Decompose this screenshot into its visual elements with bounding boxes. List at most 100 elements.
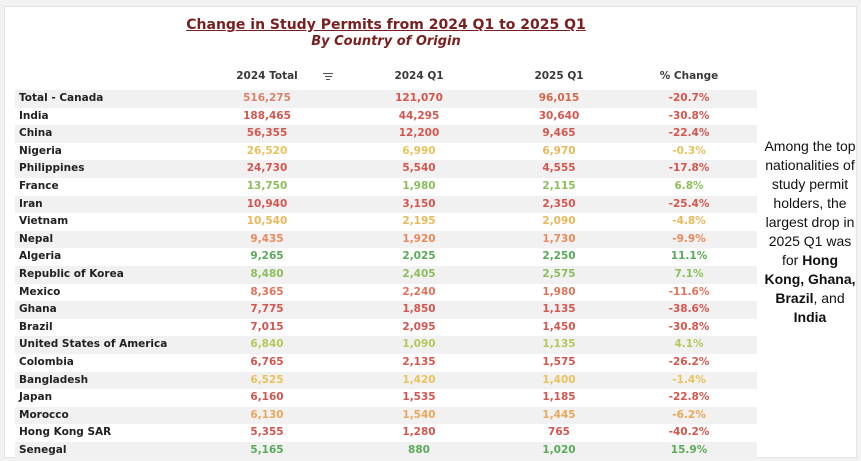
- note-connector: , and: [813, 290, 845, 306]
- q1-2024-cell: 5,540: [402, 162, 436, 175]
- table-row: Bangladesh 6,525 1,420 1,400 -1.4%: [15, 371, 757, 390]
- table-row: Iran 10,940 3,150 2,350 -25.4%: [15, 195, 757, 214]
- q1-2025-cell: 2,250: [542, 250, 576, 263]
- pct-change-cell: -22.8%: [668, 391, 710, 404]
- country-cell: Iran: [19, 197, 43, 210]
- table-row: Ghana 7,775 1,850 1,135 -38.6%: [15, 301, 757, 319]
- table-row: Nepal 9,435 1,920 1,730 -9.9%: [15, 230, 757, 249]
- q1-2025-cell: 30,640: [538, 109, 580, 122]
- q1-2024-cell: 1,280: [402, 426, 436, 439]
- q1-2024-cell: 121,070: [395, 92, 443, 104]
- table-row: Colombia 6,765 2,135 1,575 -26.2%: [15, 353, 757, 372]
- table-header: 2024 Total 2024 Q1 2025 Q1 % Change: [15, 62, 757, 90]
- country-cell: China: [19, 127, 53, 140]
- table-row: Total - Canada 516,275 121,070 96,015 -20.7%: [15, 90, 757, 108]
- pct-change-cell: 4.1%: [674, 338, 704, 351]
- note-highlight-2: India: [793, 309, 827, 325]
- table-row: France 13,750 1,980 2,115 6.8%: [15, 177, 757, 196]
- table-row: Mexico 8,365 2,240 1,980 -11.6%: [15, 283, 757, 302]
- q1-2025-cell: 1,730: [542, 232, 576, 245]
- country-cell: Republic of Korea: [19, 267, 124, 280]
- q1-2024-cell: 2,095: [402, 320, 436, 333]
- chart-card: Change in Study Permits from 2024 Q1 to …: [4, 6, 859, 460]
- q1-2025-cell: 9,465: [542, 127, 576, 140]
- q1-2025-cell: 4,555: [542, 162, 576, 175]
- note-highlight-1: Hong Kong, Ghana, Brazil: [764, 252, 856, 306]
- q1-2025-cell: 1,980: [542, 285, 576, 298]
- total-2024-cell: 7,015: [250, 320, 284, 333]
- pct-change-cell: -6.2%: [672, 408, 706, 421]
- q1-2024-cell: 6,990: [402, 144, 436, 157]
- total-2024-cell: 6,130: [250, 408, 284, 421]
- pct-change-cell: -20.7%: [668, 92, 710, 104]
- q1-2025-cell: 1,400: [542, 373, 576, 386]
- chart-title: Change in Study Permits from 2024 Q1 to …: [186, 17, 586, 33]
- q1-2024-cell: 1,420: [402, 373, 436, 386]
- total-2024-cell: 24,730: [246, 162, 288, 175]
- annotation-note: Among the top nationalities of study per…: [761, 137, 859, 327]
- country-cell: Nepal: [19, 232, 54, 245]
- total-2024-cell: 7,775: [250, 303, 284, 316]
- col-header-2025-q1: 2025 Q1: [534, 70, 584, 82]
- total-2024-cell: 13,750: [246, 179, 288, 192]
- country-cell: Vietnam: [19, 215, 69, 228]
- pct-change-cell: -0.3%: [672, 144, 706, 157]
- q1-2024-cell: 2,025: [402, 250, 436, 263]
- q1-2024-cell: 1,535: [402, 391, 436, 404]
- country-cell: Nigeria: [19, 144, 62, 157]
- total-2024-cell: 26,520: [246, 144, 288, 157]
- total-2024-cell: 6,525: [250, 373, 284, 386]
- total-2024-cell: 6,765: [250, 355, 284, 368]
- col-header-2024-total[interactable]: 2024 Total: [236, 70, 298, 82]
- total-2024-cell: 6,840: [250, 338, 284, 351]
- total-2024-cell: 8,480: [250, 267, 284, 280]
- total-2024-cell: 5,165: [250, 443, 284, 456]
- total-2024-cell: 10,540: [246, 215, 288, 228]
- q1-2025-cell: 1,450: [542, 320, 576, 333]
- q1-2024-cell: 1,540: [402, 408, 436, 421]
- q1-2024-cell: 2,195: [402, 215, 436, 228]
- q1-2024-cell: 3,150: [402, 197, 436, 210]
- pct-change-cell: 7.1%: [674, 267, 704, 280]
- pct-change-cell: -30.8%: [668, 109, 710, 122]
- pct-change-cell: -1.4%: [672, 373, 706, 386]
- q1-2025-cell: 1,135: [542, 338, 576, 351]
- q1-2025-cell: 2,350: [542, 197, 576, 210]
- country-cell: Algeria: [19, 250, 62, 263]
- total-2024-cell: 9,435: [250, 232, 284, 245]
- country-cell: Mexico: [19, 285, 61, 298]
- q1-2025-cell: 96,015: [538, 92, 580, 104]
- table-row: Vietnam 10,540 2,195 2,090 -4.8%: [15, 213, 757, 231]
- country-cell: Hong Kong SAR: [19, 426, 112, 439]
- pct-change-cell: -38.6%: [668, 303, 710, 316]
- table-row: Japan 6,160 1,535 1,185 -22.8%: [15, 389, 757, 407]
- total-2024-cell: 56,355: [246, 127, 288, 140]
- q1-2025-cell: 2,575: [542, 267, 576, 280]
- table-row: Republic of Korea 8,480 2,405 2,575 7.1%: [15, 265, 757, 284]
- pct-change-cell: -22.4%: [668, 127, 710, 140]
- table-row: Hong Kong SAR 5,355 1,280 765 -40.2%: [15, 424, 757, 442]
- q1-2025-cell: 1,020: [542, 443, 576, 456]
- table-row: Algeria 9,265 2,025 2,250 11.1%: [15, 248, 757, 266]
- country-cell: United States of America: [19, 338, 168, 351]
- table-row: Senegal 5,165 880 1,020 15.9%: [15, 441, 757, 460]
- country-cell: Senegal: [19, 443, 67, 456]
- table-row: Morocco 6,130 1,540 1,445 -6.2%: [15, 406, 757, 425]
- pct-change-cell: 11.1%: [670, 250, 708, 263]
- country-cell: Brazil: [19, 320, 53, 333]
- q1-2024-cell: 2,135: [402, 355, 436, 368]
- country-cell: Philippines: [19, 162, 85, 175]
- data-table: 2024 Total 2024 Q1 2025 Q1 % Change Tota…: [15, 62, 757, 460]
- table-row: Nigeria 26,520 6,990 6,970 -0.3%: [15, 142, 757, 161]
- total-2024-cell: 5,355: [250, 426, 284, 439]
- total-2024-cell: 10,940: [246, 197, 288, 210]
- country-cell: France: [19, 179, 59, 192]
- col-header-pct-change: % Change: [659, 70, 719, 82]
- q1-2025-cell: 1,135: [542, 303, 576, 316]
- total-2024-cell: 188,465: [243, 109, 291, 122]
- note-intro: Among the top nationalities of study per…: [764, 138, 856, 268]
- q1-2025-cell: 1,575: [542, 355, 576, 368]
- table-body: Total - Canada 516,275 121,070 96,015 -20.7%…: [15, 90, 757, 460]
- q1-2025-cell: 2,090: [542, 215, 576, 228]
- filter-icon[interactable]: [323, 73, 333, 81]
